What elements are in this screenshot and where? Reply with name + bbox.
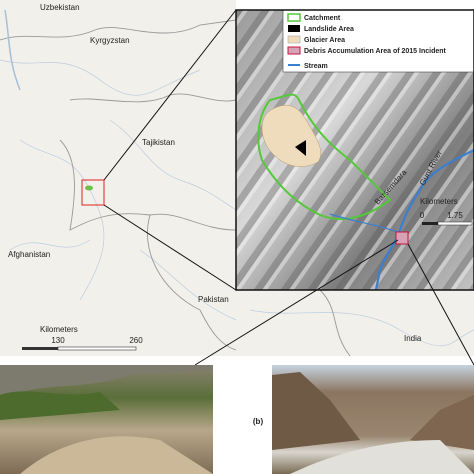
- stream: [329, 213, 399, 233]
- study-area: [85, 185, 93, 191]
- legend-label: Catchment: [304, 15, 341, 22]
- scale-label: 0: [420, 211, 425, 220]
- country-label: Tajikistan: [142, 138, 175, 147]
- country-label: Afghanistan: [8, 250, 50, 259]
- rivers: [0, 59, 474, 347]
- landslide-area: [295, 140, 306, 156]
- photo-label: (b): [253, 417, 264, 426]
- scale-bar: [422, 222, 438, 225]
- scale-bar: [437, 221, 473, 226]
- scale-bar: [22, 347, 58, 350]
- photo-b: [272, 365, 474, 474]
- scale-bar: [57, 346, 137, 351]
- lake: [4, 9, 21, 91]
- inset: Barsemdara Gunt River Kilometers 0 1.75 …: [235, 9, 474, 291]
- legend-label: Debris Accumulation Area of 2015 Inciden…: [304, 48, 447, 55]
- legend-label: Stream: [304, 63, 328, 70]
- debris-area: [395, 231, 409, 245]
- scale-label: 130: [51, 336, 65, 345]
- study-box: [81, 179, 105, 206]
- country-label: India: [404, 334, 422, 343]
- legend: Catchment Landslide Area Glacier Area De…: [282, 9, 474, 73]
- pointer-line: [103, 9, 237, 181]
- country-label: Kyrgyzstan: [90, 36, 130, 45]
- stream: [374, 149, 474, 291]
- legend-label: Landslide Area: [304, 26, 354, 33]
- scale-title: Kilometers: [40, 325, 78, 334]
- glacier-area: [261, 105, 322, 167]
- pointer-line: [103, 204, 237, 291]
- country-label: Uzbekistan: [40, 3, 80, 12]
- scale-label: 1.75: [447, 211, 463, 220]
- country-label: Pakistan: [198, 295, 229, 304]
- scale-label: 260: [129, 336, 143, 345]
- legend-label: Glacier Area: [304, 37, 345, 44]
- pointer-line: [194, 239, 399, 366]
- photo-a: [0, 365, 213, 474]
- catchment: [257, 93, 392, 220]
- pointer-line: [407, 243, 474, 366]
- scale-title: Kilometers: [420, 197, 458, 206]
